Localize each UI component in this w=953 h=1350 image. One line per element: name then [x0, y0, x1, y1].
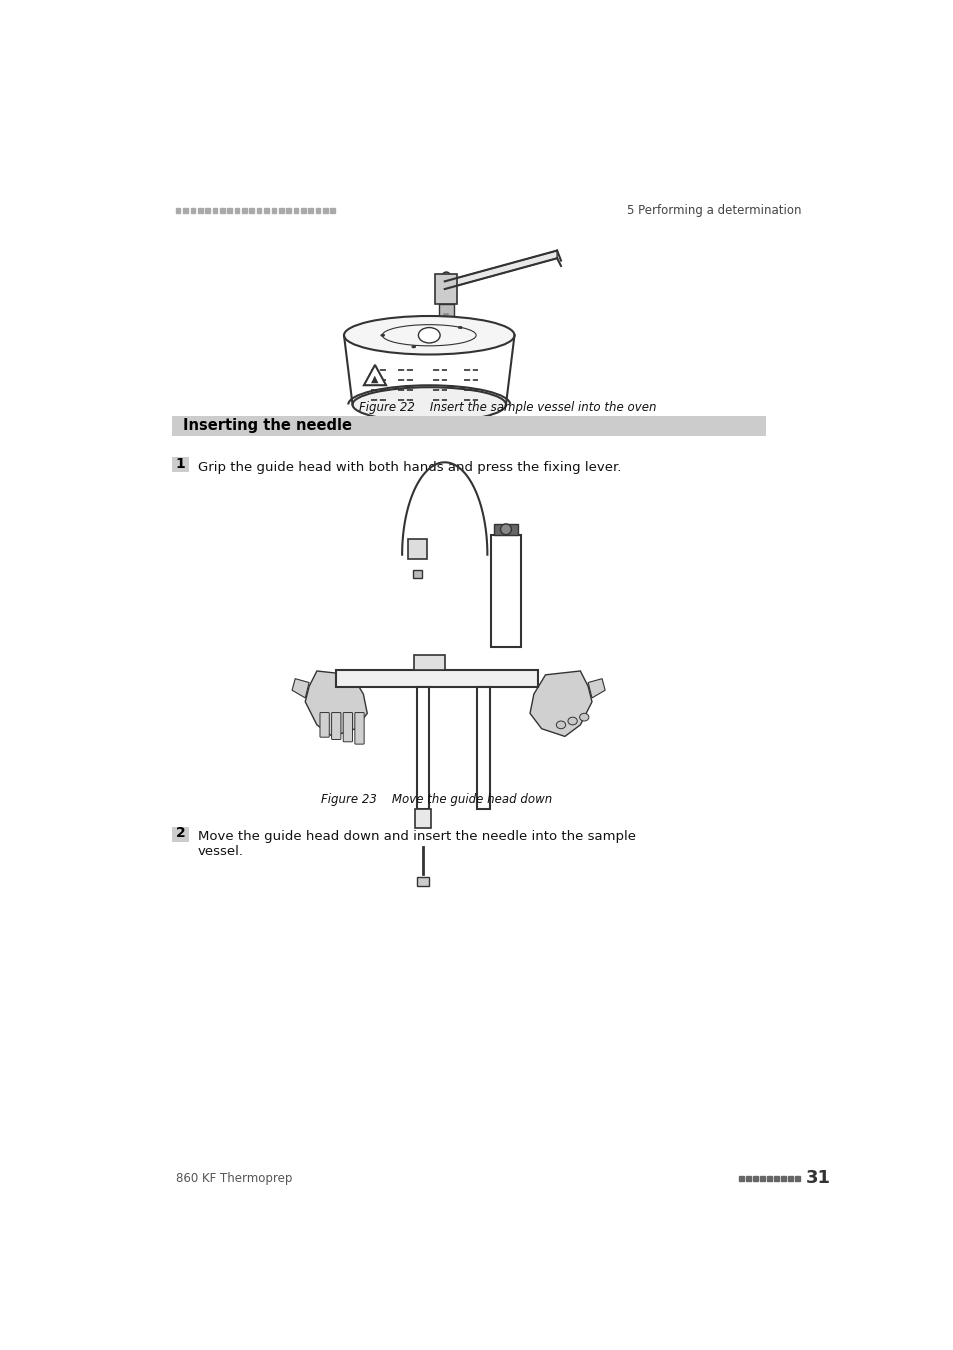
Polygon shape	[363, 364, 386, 385]
Polygon shape	[530, 671, 592, 736]
Ellipse shape	[457, 327, 461, 328]
Bar	[414, 655, 444, 670]
Bar	[787, 1176, 792, 1181]
Bar	[435, 274, 456, 305]
Bar	[773, 1176, 778, 1181]
Bar	[416, 687, 429, 809]
Text: 1: 1	[175, 456, 185, 471]
Bar	[494, 524, 517, 536]
Bar	[315, 208, 320, 213]
Bar	[415, 809, 431, 828]
Bar	[172, 826, 189, 842]
Ellipse shape	[412, 346, 416, 348]
Ellipse shape	[556, 721, 565, 729]
Bar	[416, 876, 429, 886]
Bar	[766, 1176, 771, 1181]
Bar	[408, 539, 427, 559]
Text: Move the guide head down and insert the needle into the sample
vessel.: Move the guide head down and insert the …	[197, 830, 635, 859]
Bar	[491, 536, 520, 647]
Text: Figure 22    Insert the sample vessel into the oven: Figure 22 Insert the sample vessel into …	[359, 401, 657, 413]
Ellipse shape	[567, 717, 577, 725]
Bar	[249, 208, 253, 213]
Ellipse shape	[418, 328, 439, 343]
Bar	[220, 208, 224, 213]
Bar	[272, 208, 276, 213]
Bar	[183, 208, 188, 213]
Bar	[438, 305, 454, 316]
Ellipse shape	[380, 333, 384, 336]
Text: Grip the guide head with both hands and press the fixing lever.: Grip the guide head with both hands and …	[197, 460, 620, 474]
Bar	[256, 208, 261, 213]
FancyBboxPatch shape	[355, 713, 364, 744]
FancyBboxPatch shape	[343, 713, 353, 741]
Bar	[794, 1176, 799, 1181]
Bar	[172, 456, 189, 472]
Polygon shape	[292, 679, 309, 698]
Bar	[264, 208, 269, 213]
Text: 860 KF Thermoprep: 860 KF Thermoprep	[175, 1172, 292, 1185]
Bar	[330, 208, 335, 213]
Ellipse shape	[579, 713, 588, 721]
Polygon shape	[587, 679, 604, 698]
Bar	[739, 1176, 743, 1181]
Bar	[172, 416, 765, 436]
Ellipse shape	[344, 316, 514, 355]
Bar	[476, 687, 489, 809]
Text: 5 Performing a determination: 5 Performing a determination	[626, 204, 801, 217]
Bar	[413, 570, 422, 578]
Text: 31: 31	[805, 1169, 830, 1188]
Bar	[227, 208, 232, 213]
Text: ▲: ▲	[371, 374, 378, 383]
Ellipse shape	[500, 524, 511, 535]
FancyBboxPatch shape	[319, 713, 329, 737]
Bar	[286, 208, 291, 213]
Text: Inserting the needle: Inserting the needle	[183, 418, 352, 433]
Polygon shape	[305, 671, 367, 736]
Bar	[335, 670, 537, 687]
Bar	[191, 208, 195, 213]
Bar	[205, 208, 210, 213]
Bar	[323, 208, 328, 213]
Text: 2: 2	[175, 826, 185, 841]
Bar	[234, 208, 239, 213]
Bar	[213, 208, 217, 213]
Ellipse shape	[353, 387, 505, 423]
Bar	[781, 1176, 785, 1181]
Bar	[294, 208, 298, 213]
Bar	[197, 208, 202, 213]
Bar	[242, 208, 247, 213]
Bar	[308, 208, 313, 213]
Bar	[745, 1176, 750, 1181]
Polygon shape	[444, 251, 557, 289]
Bar	[301, 208, 305, 213]
Text: Figure 23    Move the guide head down: Figure 23 Move the guide head down	[320, 794, 552, 806]
FancyBboxPatch shape	[332, 713, 340, 740]
Bar	[760, 1176, 764, 1181]
Bar	[753, 1176, 757, 1181]
Bar	[175, 208, 180, 213]
Bar	[278, 208, 283, 213]
